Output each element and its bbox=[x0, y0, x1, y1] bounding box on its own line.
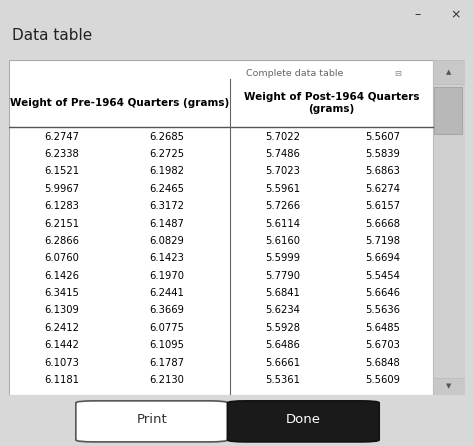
FancyBboxPatch shape bbox=[433, 60, 465, 83]
Text: –: – bbox=[414, 8, 420, 21]
Text: 5.6694: 5.6694 bbox=[365, 253, 400, 263]
FancyBboxPatch shape bbox=[434, 87, 462, 134]
Text: 5.6661: 5.6661 bbox=[265, 358, 300, 368]
Text: 5.6646: 5.6646 bbox=[365, 288, 400, 298]
Text: 6.0760: 6.0760 bbox=[45, 253, 79, 263]
Text: ⊟: ⊟ bbox=[394, 69, 401, 78]
Text: 6.2747: 6.2747 bbox=[44, 132, 79, 142]
Text: 6.1521: 6.1521 bbox=[44, 166, 79, 177]
FancyBboxPatch shape bbox=[76, 401, 228, 442]
Text: Weight of Post-1964 Quarters
(grams): Weight of Post-1964 Quarters (grams) bbox=[244, 92, 419, 114]
Text: 5.6114: 5.6114 bbox=[265, 219, 300, 228]
Text: 6.2866: 6.2866 bbox=[44, 236, 79, 246]
Text: 5.5636: 5.5636 bbox=[365, 306, 400, 315]
Text: 6.2338: 6.2338 bbox=[45, 149, 79, 159]
Text: 6.1982: 6.1982 bbox=[149, 166, 184, 177]
Text: 6.1426: 6.1426 bbox=[44, 271, 79, 281]
Text: 5.7022: 5.7022 bbox=[265, 132, 300, 142]
Text: Weight of Pre-1964 Quarters (grams): Weight of Pre-1964 Quarters (grams) bbox=[10, 98, 229, 108]
Text: 6.3669: 6.3669 bbox=[149, 306, 184, 315]
Text: 6.2685: 6.2685 bbox=[149, 132, 184, 142]
Text: 5.9967: 5.9967 bbox=[44, 184, 79, 194]
Text: 5.5839: 5.5839 bbox=[365, 149, 400, 159]
Text: 5.6848: 5.6848 bbox=[365, 358, 400, 368]
Text: 5.7790: 5.7790 bbox=[265, 271, 300, 281]
Text: Complete data table: Complete data table bbox=[246, 69, 344, 78]
Text: 6.2130: 6.2130 bbox=[149, 375, 184, 385]
Text: 6.2725: 6.2725 bbox=[149, 149, 184, 159]
Text: 6.3172: 6.3172 bbox=[149, 201, 184, 211]
Text: 5.6234: 5.6234 bbox=[265, 306, 300, 315]
Text: 6.1181: 6.1181 bbox=[44, 375, 79, 385]
Text: ▲: ▲ bbox=[446, 69, 451, 75]
Text: 5.6668: 5.6668 bbox=[365, 219, 400, 228]
Text: Data table: Data table bbox=[12, 29, 92, 43]
Text: Done: Done bbox=[286, 413, 321, 426]
Text: 5.5961: 5.5961 bbox=[265, 184, 300, 194]
Text: 5.7198: 5.7198 bbox=[365, 236, 400, 246]
Text: ▼: ▼ bbox=[446, 384, 451, 389]
Text: 6.0829: 6.0829 bbox=[149, 236, 184, 246]
Text: 6.1970: 6.1970 bbox=[149, 271, 184, 281]
Text: 6.0775: 6.0775 bbox=[149, 323, 184, 333]
Text: 6.1309: 6.1309 bbox=[45, 306, 79, 315]
Text: 6.1487: 6.1487 bbox=[149, 219, 184, 228]
Text: 5.6485: 5.6485 bbox=[365, 323, 400, 333]
Text: 6.1095: 6.1095 bbox=[149, 340, 184, 350]
Text: 6.1787: 6.1787 bbox=[149, 358, 184, 368]
Text: 5.5999: 5.5999 bbox=[265, 253, 300, 263]
Text: 5.6486: 5.6486 bbox=[265, 340, 300, 350]
Text: 5.5928: 5.5928 bbox=[265, 323, 300, 333]
Text: 6.3415: 6.3415 bbox=[45, 288, 79, 298]
Text: 5.5454: 5.5454 bbox=[365, 271, 400, 281]
Text: 5.6841: 5.6841 bbox=[265, 288, 300, 298]
Text: 5.6274: 5.6274 bbox=[365, 184, 400, 194]
FancyBboxPatch shape bbox=[433, 60, 465, 395]
Text: 6.1283: 6.1283 bbox=[45, 201, 79, 211]
Text: 6.1073: 6.1073 bbox=[45, 358, 79, 368]
Text: 5.5361: 5.5361 bbox=[265, 375, 300, 385]
Text: 6.2465: 6.2465 bbox=[149, 184, 184, 194]
Text: 6.2441: 6.2441 bbox=[149, 288, 184, 298]
Text: 5.7486: 5.7486 bbox=[265, 149, 300, 159]
Text: 5.7266: 5.7266 bbox=[265, 201, 300, 211]
Text: Print: Print bbox=[137, 413, 167, 426]
Text: 6.2412: 6.2412 bbox=[44, 323, 79, 333]
Text: 6.2151: 6.2151 bbox=[44, 219, 79, 228]
Text: 5.6160: 5.6160 bbox=[265, 236, 300, 246]
Text: 6.1442: 6.1442 bbox=[45, 340, 79, 350]
Text: 6.1423: 6.1423 bbox=[149, 253, 184, 263]
Text: 5.7023: 5.7023 bbox=[265, 166, 300, 177]
Text: 5.6157: 5.6157 bbox=[365, 201, 400, 211]
Text: 5.6703: 5.6703 bbox=[365, 340, 400, 350]
FancyBboxPatch shape bbox=[228, 401, 379, 442]
Text: ×: × bbox=[450, 8, 460, 21]
FancyBboxPatch shape bbox=[433, 378, 465, 395]
FancyBboxPatch shape bbox=[9, 60, 433, 395]
Text: 5.5609: 5.5609 bbox=[365, 375, 400, 385]
Text: 5.5607: 5.5607 bbox=[365, 132, 400, 142]
Text: 5.6863: 5.6863 bbox=[365, 166, 400, 177]
